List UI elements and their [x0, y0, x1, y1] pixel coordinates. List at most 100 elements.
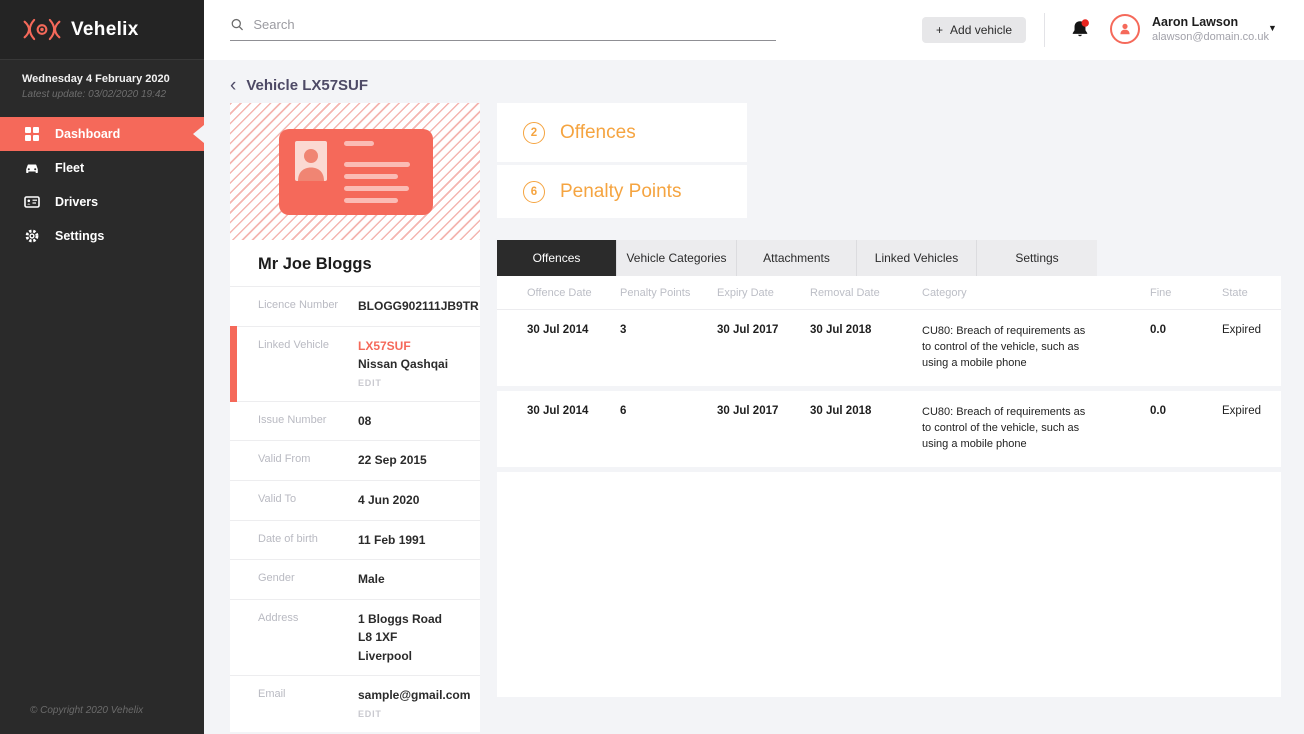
field-valid-from: Valid From 22 Sep 2015: [230, 441, 480, 481]
field-label: Address: [258, 611, 299, 624]
field-linked-vehicle: Linked Vehicle LX57SUF Nissan Qashqai ED…: [230, 325, 480, 402]
field-label: Valid From: [258, 453, 311, 466]
dashboard-grid-icon: [25, 127, 39, 141]
tab-attachments[interactable]: Attachments: [737, 240, 857, 276]
field-label: Issue Number: [258, 413, 327, 426]
cell-category: CU80: Breach of requirements as to contr…: [922, 325, 1086, 369]
cell-expiry-date: 30 Jul 2017: [717, 404, 779, 417]
stat-value: 2: [523, 121, 545, 144]
field-value: 11 Feb 1991: [358, 532, 426, 547]
user-email: alawson@domain.co.uk: [1152, 31, 1269, 43]
back-icon[interactable]: ‹: [230, 75, 237, 96]
linked-vehicle-link[interactable]: LX57SUF: [358, 338, 411, 353]
page-header: ‹ Vehicle LX57SUF: [230, 76, 368, 95]
col-penalty-points: Penalty Points: [620, 286, 691, 299]
accent-bar: [230, 325, 237, 402]
edit-link[interactable]: EDIT: [358, 377, 382, 388]
search-input[interactable]: [253, 17, 776, 32]
field-date-of-birth: Date of birth 11 Feb 1991: [230, 521, 480, 561]
table-row: 30 Jul 2014 6 30 Jul 2017 30 Jul 2018 CU…: [497, 391, 1281, 467]
driver-photo-card: [230, 103, 480, 240]
sidebar-item-fleet[interactable]: Fleet: [0, 151, 204, 185]
field-licence-number: Licence Number BLOGG902111JB9TR: [230, 287, 480, 327]
user-name: Aaron Lawson: [1152, 15, 1239, 29]
col-category: Category: [922, 286, 967, 299]
add-vehicle-button[interactable]: + Add vehicle: [922, 17, 1027, 43]
field-valid-to: Valid To 4 Jun 2020: [230, 481, 480, 521]
cell-expiry-date: 30 Jul 2017: [717, 324, 779, 336]
stat-label: Offences: [560, 121, 636, 143]
stat-label: Penalty Points: [560, 180, 682, 202]
cell-category: CU80: Breach of requirements as to contr…: [922, 405, 1086, 450]
cell-offence-date: 30 Jul 2014: [527, 404, 589, 417]
field-address: Address 1 Bloggs Road L8 1XF Liverpool: [230, 600, 480, 677]
field-gender: Gender Male: [230, 560, 480, 600]
col-state: State: [1222, 286, 1248, 299]
stat-card-penalty-points: 6 Penalty Points: [497, 165, 747, 218]
current-date: Wednesday 4 February 2020: [22, 73, 170, 85]
field-label: Licence Number: [258, 299, 339, 311]
field-value: 22 Sep 2015: [358, 453, 427, 468]
sidebar-date-block: Wednesday 4 February 2020 Latest update:…: [0, 60, 204, 115]
user-avatar[interactable]: [1110, 14, 1140, 44]
brand-logo[interactable]: Vehelix: [0, 0, 204, 60]
tab-linked-vehicles[interactable]: Linked Vehicles: [857, 240, 977, 276]
tab-offences[interactable]: Offences: [497, 240, 617, 276]
cell-fine: 0.0: [1150, 404, 1166, 417]
topbar: + Add vehicle Aaron Lawson alawson@domai…: [204, 0, 1304, 60]
cell-removal-date: 30 Jul 2018: [810, 324, 872, 336]
sidebar-nav: Dashboard Fleet Drivers: [0, 117, 204, 253]
page-title: Vehicle LX57SUF: [246, 77, 369, 94]
gear-icon: [25, 229, 39, 243]
driver-name: Mr Joe Bloggs: [230, 240, 480, 287]
user-menu[interactable]: Aaron Lawson alawson@domain.co.uk: [1152, 15, 1269, 43]
table-row: 30 Jul 2014 3 30 Jul 2017 30 Jul 2018 CU…: [497, 310, 1281, 386]
bell-icon: [1072, 19, 1089, 37]
topbar-divider: [1044, 13, 1045, 47]
field-value: 08: [358, 413, 372, 428]
sidebar-item-dashboard[interactable]: Dashboard: [0, 117, 204, 151]
row-separator: [497, 466, 1281, 472]
tab-vehicle-categories[interactable]: Vehicle Categories: [617, 240, 737, 276]
field-value: sample@gmail.com: [358, 688, 471, 703]
person-icon: [1120, 23, 1130, 35]
col-expiry-date: Expiry Date: [717, 286, 774, 299]
row-separator: [497, 385, 1281, 391]
sidebar: Vehelix Wednesday 4 February 2020 Latest…: [0, 0, 204, 734]
sidebar-item-drivers[interactable]: Drivers: [0, 185, 204, 219]
cell-state: Expired: [1222, 324, 1261, 336]
notifications-bell[interactable]: [1068, 17, 1092, 43]
cell-penalty-points: 6: [620, 404, 627, 417]
cell-fine: 0.0: [1150, 324, 1166, 336]
field-label: Valid To: [258, 492, 297, 505]
id-card-icon: [24, 196, 40, 208]
address-line: L8 1XF: [358, 630, 398, 645]
cell-penalty-points: 3: [620, 324, 627, 336]
id-card-illustration: [279, 129, 433, 215]
field-value: Nissan Qashqai: [358, 357, 449, 372]
cell-state: Expired: [1222, 404, 1261, 417]
copyright-text: © Copyright 2020 Vehelix: [30, 705, 144, 716]
field-label: Date of birth: [258, 532, 318, 545]
sidebar-item-settings[interactable]: Settings: [0, 219, 204, 253]
latest-update: Latest update: 03/02/2020 19:42: [22, 89, 167, 100]
chevron-down-icon[interactable]: ▼: [1268, 23, 1277, 33]
driver-info-card: Mr Joe Bloggs Licence Number BLOGG902111…: [230, 240, 480, 732]
table-header-row: Offence Date Penalty Points Expiry Date …: [497, 276, 1281, 310]
offences-table-panel: Offence Date Penalty Points Expiry Date …: [497, 276, 1281, 697]
stat-value: 6: [523, 180, 545, 203]
field-value: Male: [358, 572, 385, 587]
col-offence-date: Offence Date: [527, 286, 592, 299]
person-silhouette-icon: [298, 149, 324, 181]
col-removal-date: Removal Date: [810, 286, 880, 299]
edit-link[interactable]: EDIT: [358, 709, 382, 720]
field-label: Linked Vehicle: [258, 338, 329, 351]
sidebar-item-label: Drivers: [55, 195, 99, 209]
tab-settings[interactable]: Settings: [977, 240, 1097, 276]
sidebar-item-label: Fleet: [55, 161, 85, 175]
field-email: Email sample@gmail.com EDIT: [230, 676, 480, 732]
address-line: 1 Bloggs Road: [358, 611, 443, 626]
search-icon: [231, 18, 244, 31]
car-icon: [26, 164, 38, 173]
